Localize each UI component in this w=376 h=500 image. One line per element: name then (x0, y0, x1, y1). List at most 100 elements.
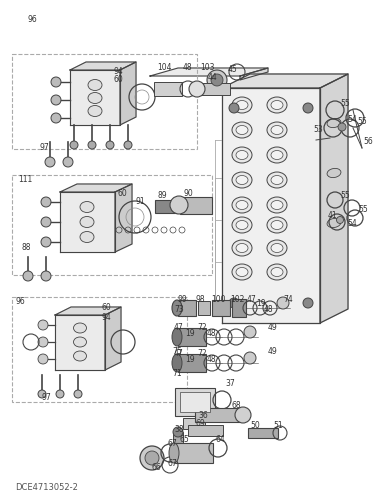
Text: 60: 60 (118, 188, 128, 198)
Ellipse shape (172, 328, 182, 346)
Circle shape (70, 141, 78, 149)
Ellipse shape (236, 100, 248, 110)
Ellipse shape (80, 202, 94, 212)
Circle shape (207, 70, 227, 90)
Text: 37: 37 (225, 380, 235, 388)
Text: 53: 53 (313, 126, 323, 134)
Text: 68: 68 (232, 402, 242, 410)
Ellipse shape (267, 197, 287, 213)
Circle shape (337, 216, 344, 224)
Ellipse shape (172, 300, 182, 316)
Bar (178, 354, 206, 372)
Circle shape (38, 337, 48, 347)
Ellipse shape (172, 354, 182, 372)
Ellipse shape (232, 172, 252, 188)
Text: 73: 73 (174, 304, 184, 314)
Ellipse shape (73, 323, 86, 333)
Ellipse shape (88, 106, 102, 117)
Text: 55: 55 (357, 118, 367, 126)
Bar (180, 392, 210, 412)
Text: 55: 55 (340, 98, 350, 108)
Circle shape (244, 326, 256, 338)
Text: 104: 104 (157, 64, 171, 72)
Circle shape (244, 352, 256, 364)
Polygon shape (105, 307, 121, 370)
Polygon shape (55, 315, 105, 370)
Text: 49: 49 (268, 346, 278, 356)
Text: 48: 48 (183, 64, 193, 72)
Circle shape (41, 217, 51, 227)
Text: 60: 60 (102, 304, 112, 312)
Text: 89: 89 (157, 192, 167, 200)
Ellipse shape (327, 168, 341, 177)
Text: 19: 19 (185, 354, 195, 364)
Text: 88: 88 (22, 244, 32, 252)
Polygon shape (115, 184, 132, 252)
Text: 111: 111 (18, 176, 32, 184)
Circle shape (56, 390, 64, 398)
Circle shape (41, 197, 51, 207)
Circle shape (145, 451, 159, 465)
Ellipse shape (73, 337, 86, 347)
Text: 74: 74 (283, 294, 293, 304)
Polygon shape (222, 74, 348, 88)
Circle shape (38, 354, 48, 364)
Circle shape (303, 298, 313, 308)
Bar (212, 300, 230, 316)
Circle shape (124, 141, 132, 149)
Polygon shape (70, 62, 136, 70)
Bar (232, 299, 246, 317)
Polygon shape (60, 184, 132, 192)
Ellipse shape (271, 176, 283, 184)
Polygon shape (240, 68, 268, 80)
Polygon shape (120, 62, 136, 125)
Ellipse shape (267, 264, 287, 280)
Circle shape (235, 407, 251, 423)
Text: DCE4713052-2: DCE4713052-2 (15, 484, 78, 492)
Text: 75: 75 (172, 346, 182, 356)
Circle shape (38, 390, 46, 398)
Ellipse shape (232, 217, 252, 233)
Ellipse shape (73, 351, 86, 361)
Ellipse shape (236, 176, 248, 184)
Polygon shape (320, 74, 348, 323)
Ellipse shape (88, 80, 102, 90)
Text: 67: 67 (168, 458, 178, 468)
Polygon shape (55, 307, 121, 315)
Text: 47: 47 (174, 324, 184, 332)
Ellipse shape (232, 240, 252, 256)
Ellipse shape (271, 244, 283, 252)
Bar (188, 425, 223, 436)
Ellipse shape (271, 268, 283, 276)
Bar (155, 200, 177, 213)
Text: 55: 55 (358, 206, 368, 214)
Text: 41: 41 (328, 210, 338, 220)
Text: 36: 36 (198, 412, 208, 420)
Bar (175, 443, 213, 463)
Ellipse shape (236, 268, 248, 276)
Text: 48: 48 (207, 328, 217, 338)
Ellipse shape (267, 240, 287, 256)
Polygon shape (222, 88, 320, 323)
Circle shape (170, 196, 188, 214)
Text: 38: 38 (174, 424, 183, 434)
Text: 54: 54 (347, 116, 357, 124)
Bar (175, 388, 215, 416)
Ellipse shape (236, 220, 248, 230)
Bar (198, 83, 230, 95)
Text: 55: 55 (340, 192, 350, 200)
Bar (12, 54, 197, 149)
Bar (154, 82, 182, 96)
Polygon shape (70, 70, 120, 125)
Text: 50: 50 (250, 420, 260, 430)
Text: 49: 49 (268, 322, 278, 332)
Text: 97: 97 (42, 394, 52, 402)
Text: 90: 90 (183, 188, 193, 198)
Polygon shape (150, 68, 268, 76)
Circle shape (38, 320, 48, 330)
Circle shape (173, 427, 183, 437)
Circle shape (41, 237, 51, 247)
Text: 102: 102 (230, 294, 244, 304)
Text: 44: 44 (208, 72, 218, 82)
Text: 71: 71 (172, 368, 182, 378)
